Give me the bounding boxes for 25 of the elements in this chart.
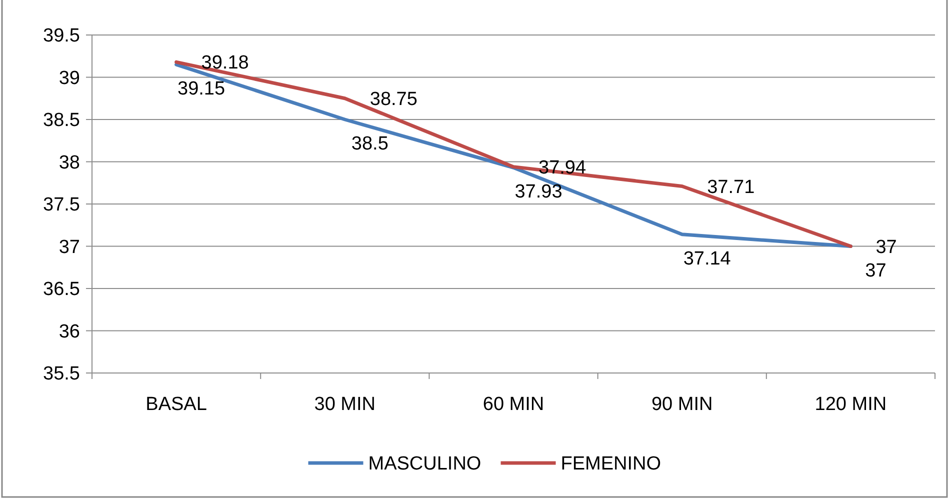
- y-tick-label: 36: [58, 321, 80, 342]
- data-label: 39.15: [178, 78, 226, 100]
- y-tick-label: 36.5: [43, 279, 80, 300]
- legend-label: FEMENINO: [560, 454, 662, 475]
- x-tick-label: 60 MIN: [482, 394, 544, 415]
- x-tick-label: 90 MIN: [651, 394, 713, 415]
- y-tick-label: 37.5: [43, 194, 80, 216]
- data-label: 38.5: [351, 134, 388, 154]
- y-tick-label: 38.5: [43, 110, 80, 132]
- data-label: 37.14: [683, 248, 732, 270]
- data-label: 37: [876, 236, 897, 258]
- data-label: 38.75: [370, 89, 418, 110]
- y-tick-label: 39.5: [43, 26, 80, 47]
- x-tick-label: 120 MIN: [814, 394, 887, 415]
- legend-label: MASCULINO: [368, 454, 482, 475]
- data-label: 37.93: [514, 182, 562, 203]
- data-label: 39.18: [201, 52, 249, 74]
- x-tick-label: 30 MIN: [314, 394, 376, 415]
- y-tick-label: 35.5: [43, 364, 80, 385]
- y-tick-label: 37: [58, 236, 80, 258]
- x-tick-label: BASAL: [146, 394, 207, 415]
- y-tick-label: 39: [58, 68, 80, 89]
- data-label: 37: [865, 260, 886, 282]
- data-label: 37.71: [707, 176, 755, 198]
- y-tick-label: 38: [58, 152, 80, 174]
